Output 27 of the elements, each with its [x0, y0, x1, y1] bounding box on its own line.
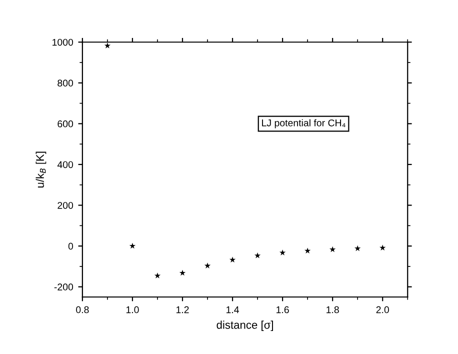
- y-tick-label: 0: [68, 242, 74, 250]
- point: [179, 270, 186, 276]
- y-axis-title: u/k$_{B}$ [K]: [36, 152, 46, 188]
- x-tick-label: 1.8: [326, 306, 339, 314]
- x-tick-label: 0.8: [76, 306, 89, 314]
- x-tick-label: 1.4: [226, 306, 239, 314]
- y-tick-label: 1000: [52, 38, 74, 46]
- x-axis-title: distance [σ]: [216, 320, 273, 332]
- point: [380, 244, 386, 250]
- point: [254, 252, 261, 258]
- annotation: LJ potential for CH₄: [262, 119, 346, 128]
- y-tick-label: 400: [57, 161, 74, 168]
- point: [229, 256, 236, 263]
- y-tick-label: 600: [58, 120, 74, 128]
- y-tick-label: 800: [58, 80, 74, 87]
- point: [104, 42, 111, 48]
- point: [304, 248, 311, 254]
- point: [354, 245, 361, 252]
- x-tick-label: 2.0: [376, 306, 389, 314]
- y-tick-label: -200: [54, 284, 74, 290]
- y-tick-label: 200: [58, 202, 74, 209]
- point: [329, 246, 336, 252]
- x-tick-label: 1.6: [276, 306, 289, 314]
- point: [279, 250, 286, 256]
- x-tick-label: 1.0: [126, 306, 139, 314]
- point: [129, 242, 136, 249]
- x-tick-label: 1.2: [176, 306, 189, 314]
